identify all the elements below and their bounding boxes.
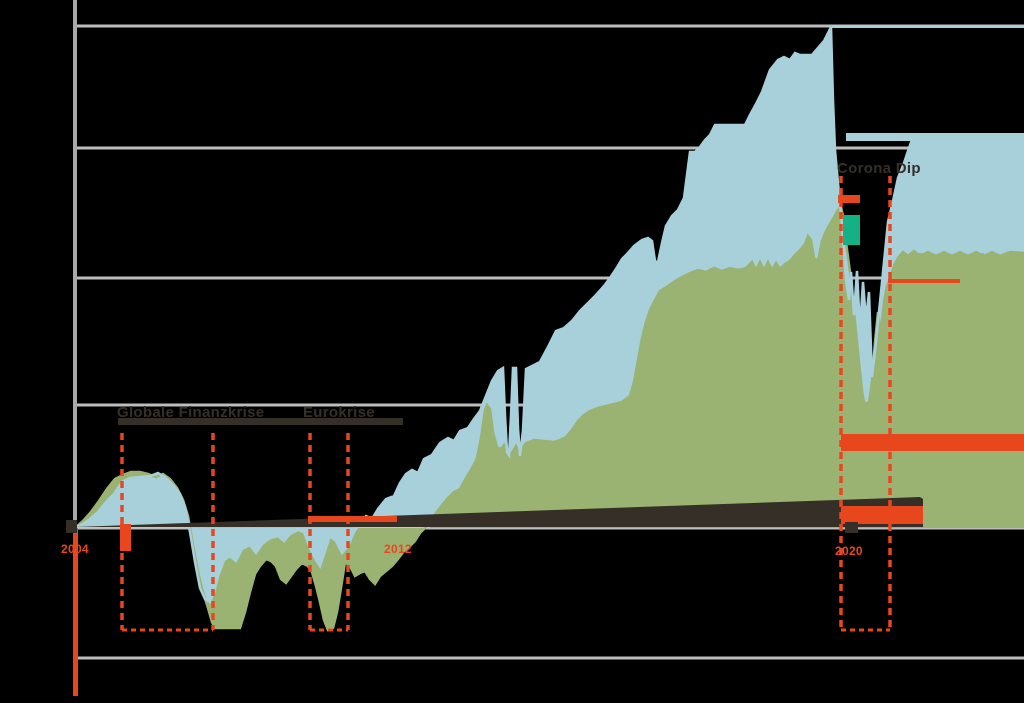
global-financial-crisis-label: Globale Finanzkrise [117, 404, 265, 421]
corona-dip-label: Corona Dip [837, 160, 921, 177]
us-series-label: US Top 500 [922, 161, 1006, 178]
eu-recovery-red-line [888, 279, 960, 283]
corona-eu-high-red-bar [838, 195, 860, 203]
us-area-fill [75, 27, 1024, 602]
right-red-bar-lower [841, 506, 923, 524]
x-tick-2020: 2020 [835, 544, 863, 558]
x-tick-2012: 2012 [384, 542, 412, 556]
us-peak-level-line [832, 25, 1024, 28]
us-recovery-level-band [846, 133, 1024, 141]
eurocrisis-label: Eurokrise [303, 404, 375, 421]
annotation-marks [66, 25, 1024, 696]
crisis-label-underbar [118, 418, 403, 425]
europe-curve-line [74, 204, 1024, 632]
us-curve-line [74, 26, 1024, 604]
money-market-wedge [75, 497, 923, 527]
eurocrisis-red-line [308, 516, 397, 522]
baseline-dark-mark-left [66, 520, 77, 533]
corona-teal-highlight [843, 215, 860, 245]
axis-red-segment [73, 528, 78, 696]
gfc-start-red-patch [120, 524, 131, 551]
europe-series-label: Europa Top 100 [917, 250, 1024, 267]
us-label-pointer [958, 180, 960, 197]
right-red-bar-upper [841, 434, 1024, 451]
baseline-dark-mark-2020 [845, 522, 858, 533]
x-tick-2004: 2004 [61, 542, 89, 556]
